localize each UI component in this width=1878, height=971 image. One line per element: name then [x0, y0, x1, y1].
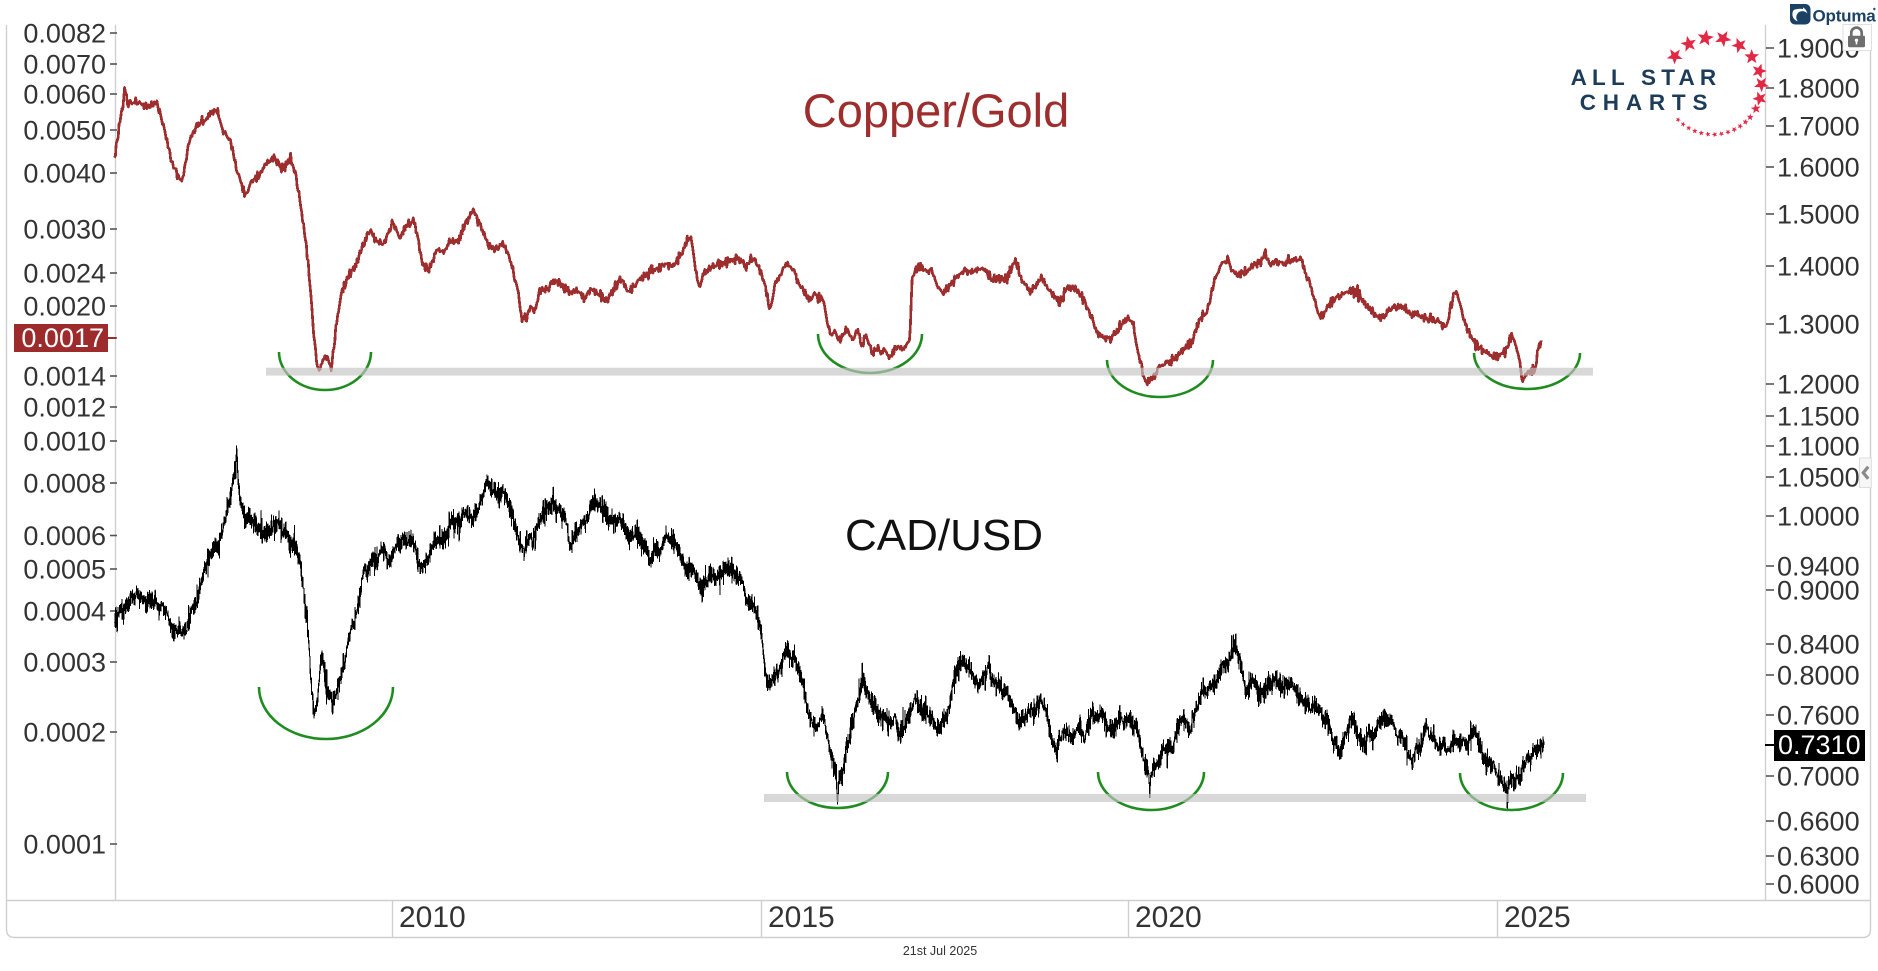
svg-text:2025: 2025 — [1504, 901, 1571, 934]
svg-text:0.0012: 0.0012 — [23, 393, 106, 423]
svg-text:CAD/USD: CAD/USD — [845, 511, 1043, 560]
svg-text:1.5000: 1.5000 — [1777, 200, 1860, 230]
svg-text:1.1000: 1.1000 — [1777, 432, 1860, 462]
svg-text:0.0060: 0.0060 — [23, 80, 106, 110]
svg-text:1.4000: 1.4000 — [1777, 252, 1860, 282]
svg-text:0.0010: 0.0010 — [23, 427, 106, 457]
svg-text:0.0070: 0.0070 — [23, 50, 106, 80]
svg-text:0.7600: 0.7600 — [1777, 701, 1860, 731]
svg-text:1.0500: 1.0500 — [1777, 463, 1860, 493]
svg-text:0.0005: 0.0005 — [23, 555, 106, 585]
svg-text:CHARTS: CHARTS — [1580, 90, 1715, 115]
svg-text:2010: 2010 — [399, 901, 466, 934]
svg-text:0.7310: 0.7310 — [1778, 730, 1861, 760]
svg-text:0.0024: 0.0024 — [23, 259, 106, 289]
svg-text:0.0050: 0.0050 — [23, 116, 106, 146]
svg-text:0.0001: 0.0001 — [23, 830, 106, 860]
svg-text:0.0040: 0.0040 — [23, 159, 106, 189]
svg-text:1.7000: 1.7000 — [1777, 112, 1860, 142]
svg-text:2015: 2015 — [768, 901, 835, 934]
svg-text:ALL STAR: ALL STAR — [1571, 65, 1722, 90]
svg-text:0.0004: 0.0004 — [23, 597, 106, 627]
svg-text:Optuma: Optuma — [1813, 7, 1877, 26]
svg-text:0.8400: 0.8400 — [1777, 630, 1860, 660]
svg-text:2020: 2020 — [1135, 901, 1202, 934]
svg-text:0.9400: 0.9400 — [1777, 552, 1860, 582]
svg-text:0.0020: 0.0020 — [23, 292, 106, 322]
svg-text:0.0008: 0.0008 — [23, 469, 106, 499]
svg-text:Copper/Gold: Copper/Gold — [803, 84, 1070, 137]
svg-text:0.0002: 0.0002 — [23, 718, 106, 748]
svg-text:1.6000: 1.6000 — [1777, 153, 1860, 183]
svg-text:1.0000: 1.0000 — [1777, 502, 1860, 532]
svg-text:0.0017: 0.0017 — [21, 323, 104, 353]
svg-text:0.0003: 0.0003 — [23, 648, 106, 678]
svg-text:1.8000: 1.8000 — [1777, 74, 1860, 104]
svg-text:1.3000: 1.3000 — [1777, 310, 1860, 340]
svg-text:1.1500: 1.1500 — [1777, 402, 1860, 432]
svg-text:0.0082: 0.0082 — [23, 19, 106, 49]
svg-text:1.2000: 1.2000 — [1777, 370, 1860, 400]
svg-text:0.0014: 0.0014 — [23, 362, 106, 392]
svg-text:0.0030: 0.0030 — [23, 215, 106, 245]
svg-text:0.0006: 0.0006 — [23, 521, 106, 551]
svg-text:0.6300: 0.6300 — [1777, 842, 1860, 872]
svg-text:0.8000: 0.8000 — [1777, 661, 1860, 691]
svg-text:0.9000: 0.9000 — [1777, 576, 1860, 606]
svg-text:0.6000: 0.6000 — [1777, 870, 1860, 900]
svg-text:21st Jul 2025: 21st Jul 2025 — [903, 944, 977, 958]
svg-text:0.6600: 0.6600 — [1777, 807, 1860, 837]
svg-text:0.7000: 0.7000 — [1777, 762, 1860, 792]
